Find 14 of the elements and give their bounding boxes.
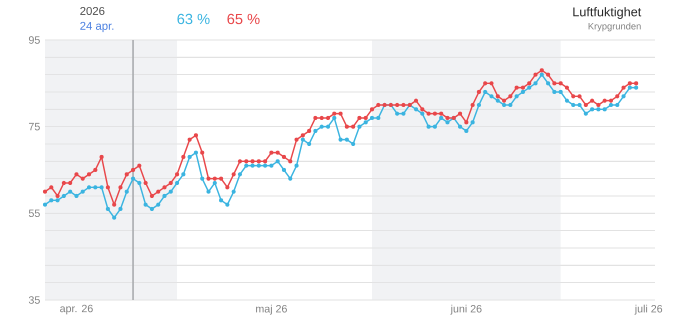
x-tick-label: juli 26 [634, 304, 662, 315]
text: 2026 [80, 6, 104, 15]
x-tick-label: apr. 26 [60, 304, 93, 314]
text: 63 % [177, 14, 210, 24]
y-tick-label: 55 [28, 210, 40, 218]
text: 65 % [227, 14, 260, 24]
x-tick-label: juni 26 [450, 304, 482, 315]
x-tick-label: maj 26 [256, 304, 287, 315]
y-tick-label: 95 [28, 36, 40, 44]
y-tick-label: 35 [28, 296, 40, 304]
text: 24 apr. [80, 22, 114, 32]
y-tick-label: 75 [28, 122, 40, 130]
chart-title: Luftfuktighet [573, 7, 642, 19]
chart-subtitle: Krypgrunden [588, 22, 641, 32]
